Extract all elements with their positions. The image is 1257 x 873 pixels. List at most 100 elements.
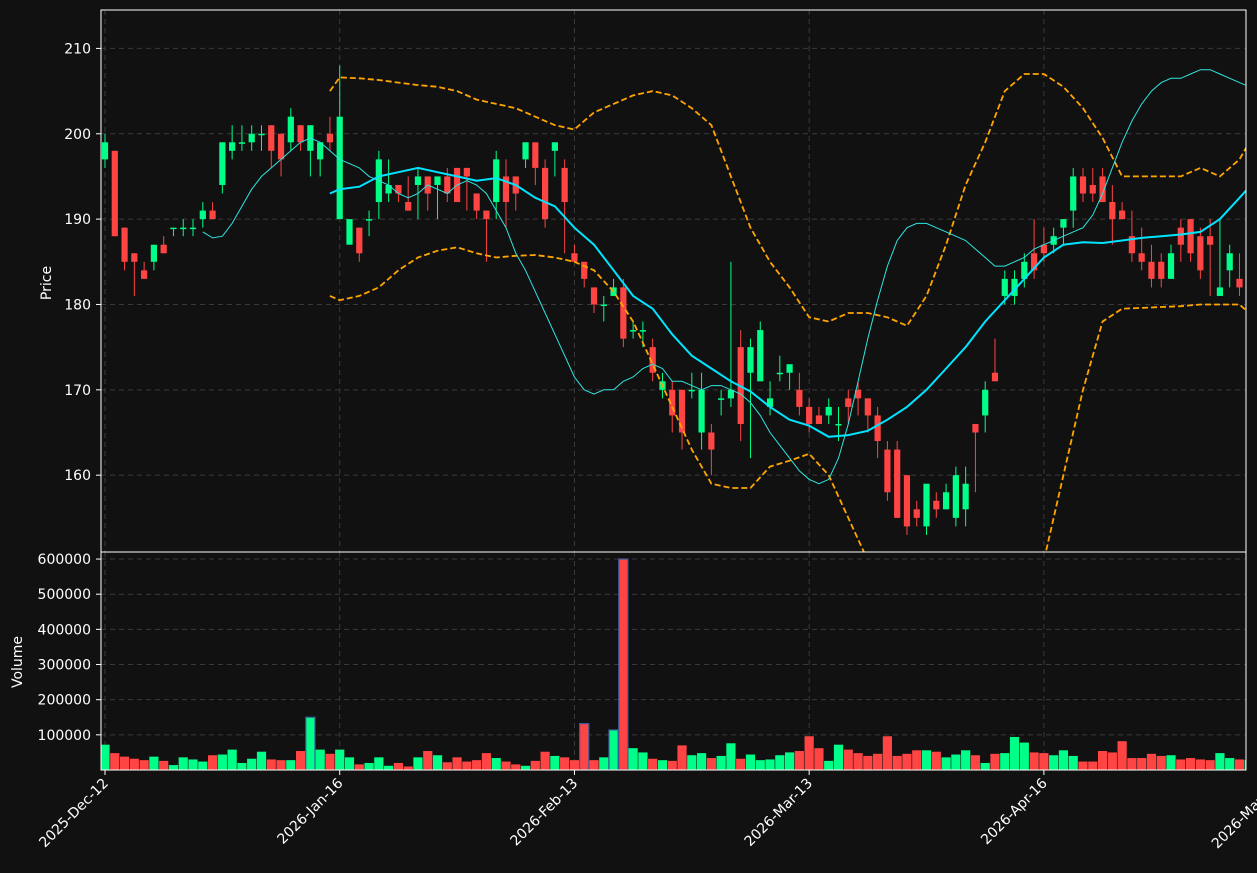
candle-body [864, 398, 871, 416]
volume-bar [335, 749, 345, 770]
candle-body [141, 270, 148, 279]
volume-gridlines [101, 552, 1246, 770]
candle-body [1167, 253, 1175, 279]
volume-bar [315, 749, 325, 770]
volume-bar [207, 755, 218, 770]
volume-bar [687, 755, 697, 770]
candle-body [189, 227, 197, 230]
volume-bar [706, 758, 716, 770]
volume-panel-frame [100, 551, 1247, 771]
candle-body [385, 184, 392, 194]
volume-tick-label: 100000 [38, 728, 91, 744]
candle-body [1177, 227, 1184, 245]
candle-body [933, 500, 940, 510]
candle-body [1089, 184, 1096, 194]
candle-body [561, 167, 568, 203]
candle-body [581, 261, 588, 279]
candle-body [698, 389, 705, 433]
candle-body [1119, 210, 1126, 220]
volume-bar [344, 757, 355, 770]
volume-bar [824, 760, 834, 770]
candle-body [727, 389, 735, 399]
candle-body [874, 415, 881, 442]
volume-bar [511, 764, 521, 770]
volume-bar [101, 744, 110, 770]
candle-body [365, 219, 373, 221]
volume-bar [1234, 759, 1245, 770]
candle-body [1158, 261, 1165, 279]
volume-bar [599, 757, 609, 770]
volume-bar [188, 759, 198, 770]
price-tick-label: 190 [64, 212, 91, 228]
candle-body [854, 389, 862, 399]
candle-body [414, 176, 422, 185]
volume-bar [1058, 750, 1069, 770]
volume-bar [1000, 753, 1010, 770]
volume-bar [1068, 755, 1078, 770]
volume-bar [129, 758, 139, 770]
volume-bar [1137, 758, 1147, 770]
candle-body [1236, 278, 1243, 288]
price-tick-label: 200 [64, 127, 91, 143]
volume-bar [980, 762, 990, 770]
volume-bar [198, 761, 208, 770]
price-panel [101, 65, 1246, 552]
volume-bar [569, 760, 580, 770]
volume-bar [628, 748, 638, 770]
volume-bar [501, 761, 511, 770]
candle-body [1070, 176, 1077, 211]
volume-bar [472, 760, 482, 770]
candle-body [463, 167, 470, 177]
volume-bar [755, 760, 765, 770]
candle-body [972, 423, 979, 433]
candle-body [297, 125, 304, 143]
candle-body [287, 116, 294, 143]
volume-bar [736, 758, 746, 770]
candle-body [229, 142, 236, 151]
volume-bar [833, 744, 844, 770]
candle-body [150, 244, 157, 262]
volume-bar [403, 766, 413, 770]
volume-bar [726, 743, 736, 770]
candle-body [248, 133, 255, 143]
volume-tick-label: 200000 [38, 693, 91, 709]
volume-bar [550, 755, 560, 770]
volume-bar [217, 754, 227, 770]
volume-bar [1107, 752, 1117, 770]
candle-body [913, 509, 920, 518]
volume-bar [325, 753, 335, 770]
candle-body [395, 184, 402, 194]
candle-body [336, 116, 343, 220]
volume-panel [101, 558, 1246, 770]
candle-body [747, 347, 754, 373]
volume-bar [266, 759, 276, 770]
candle-body [1040, 244, 1047, 254]
candle-body [434, 176, 441, 185]
candle-body [209, 210, 216, 220]
candle-body [649, 347, 656, 373]
candle-body [1128, 236, 1135, 254]
volume-bar [902, 753, 912, 770]
volume-bar [540, 751, 550, 770]
candle-body [1021, 261, 1028, 279]
price-gridlines [101, 10, 1246, 552]
volume-tick-label: 600000 [38, 552, 91, 568]
volume-bar [912, 750, 922, 770]
volume-bar [1049, 755, 1059, 770]
fast-moving-average-line [202, 69, 1246, 485]
candle-body [884, 449, 891, 493]
volume-bar [1009, 736, 1020, 770]
candle-body [493, 159, 500, 203]
bollinger-upper-line [329, 73, 1246, 327]
candle-body [1138, 253, 1145, 262]
candle-body [268, 125, 275, 151]
volume-bar [882, 736, 892, 770]
candle-body [923, 483, 930, 527]
volume-bar [765, 759, 775, 770]
volume-bar [168, 765, 179, 770]
candle-body [718, 398, 725, 400]
candle-body [1109, 202, 1116, 220]
candle-body [1148, 261, 1155, 279]
candle-body [356, 227, 363, 254]
